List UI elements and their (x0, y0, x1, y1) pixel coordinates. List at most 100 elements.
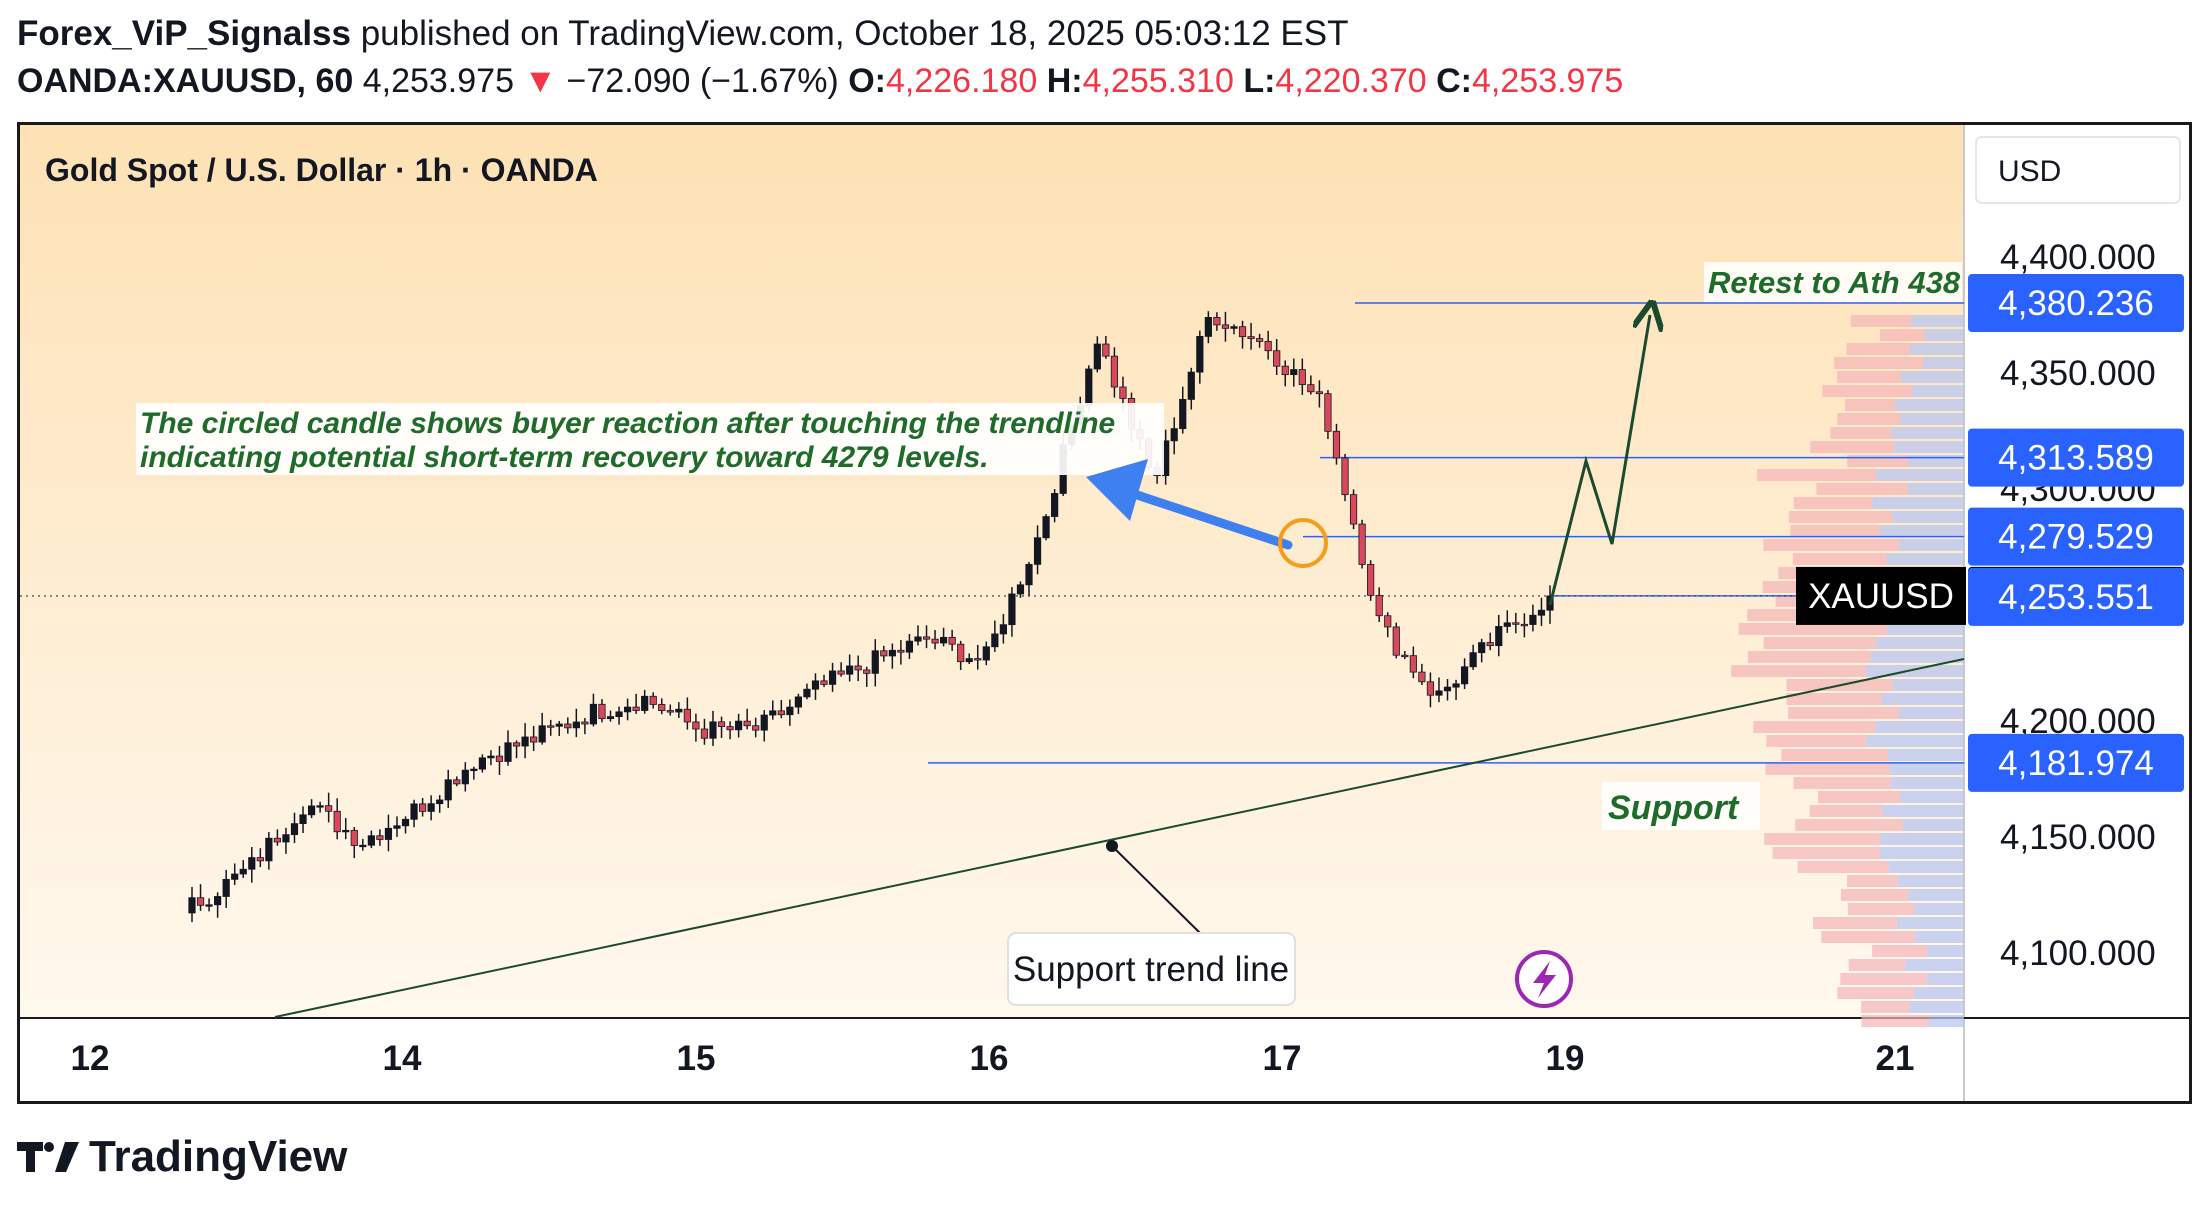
profile-bar (1926, 973, 1964, 985)
profile-bar (1928, 1015, 1964, 1027)
profile-bar (1889, 763, 1964, 775)
candle-body (760, 714, 768, 731)
candle (453, 776, 461, 787)
candle (1102, 336, 1110, 359)
candle (888, 643, 896, 669)
candle-body (470, 768, 478, 772)
profile-bar (1888, 861, 1964, 873)
candle (325, 792, 333, 823)
candle (1469, 644, 1477, 670)
candle (965, 653, 973, 665)
candle (1187, 367, 1195, 410)
candle (1426, 672, 1435, 708)
profile-bar (1865, 665, 1964, 677)
author-name[interactable]: Forex_ViP_Signalss (17, 14, 351, 53)
candle (367, 830, 375, 849)
candle (231, 863, 239, 885)
profile-bar (1872, 945, 1928, 957)
candle (1213, 312, 1221, 331)
profile-bar (1875, 721, 1964, 733)
candle (1537, 597, 1546, 626)
profile-bar (1913, 987, 1964, 999)
close-value: 4,253.975 (1472, 62, 1624, 100)
profile-bar (1788, 511, 1893, 523)
note-background (136, 403, 1164, 475)
candle-body (299, 814, 307, 825)
candle-body (649, 695, 657, 705)
candle-body (530, 736, 538, 743)
candle-body (991, 633, 999, 648)
projection-path[interactable] (1548, 315, 1650, 606)
candle-body (1110, 355, 1119, 388)
candle (641, 689, 649, 714)
candle-body (248, 857, 256, 870)
candle (436, 795, 444, 813)
profile-bar (1797, 861, 1889, 873)
candle (521, 723, 529, 759)
profile-bar (1747, 651, 1871, 663)
profile-bar (1922, 357, 1964, 369)
profile-bar (1914, 903, 1964, 915)
profile-bar (1894, 441, 1964, 453)
candle-body (982, 646, 990, 661)
profile-bar (1896, 917, 1964, 929)
profile-bar (1870, 651, 1964, 663)
tradingview-logo[interactable]: TradingView (17, 1132, 347, 1182)
candle-body (231, 873, 239, 880)
candle-body (709, 721, 717, 739)
profile-bar (1886, 623, 1964, 635)
candle (1033, 525, 1042, 575)
candle-body (1247, 336, 1255, 339)
candle (282, 827, 290, 854)
price-change: −72.090 (−1.67%) (566, 62, 839, 100)
candle (376, 829, 384, 846)
candle-body (1085, 368, 1093, 406)
profile-bar (1891, 427, 1964, 439)
profile-bar (1763, 539, 1899, 551)
profile-bar (1786, 693, 1882, 705)
candle-body (222, 878, 230, 897)
chart-canvas[interactable]: Gold Spot / U.S. Dollar · 1h · OANDA USD… (20, 125, 2189, 1101)
candle (1409, 646, 1417, 679)
down-arrow-icon: ▼ (523, 62, 558, 100)
currency-box[interactable] (1975, 136, 2181, 204)
candle-body (1384, 615, 1392, 628)
note-line-2: indicating potential short-term recovery… (140, 441, 989, 474)
candle-body (196, 897, 205, 906)
support-label-background (1602, 782, 1760, 830)
candle-body (1256, 338, 1264, 342)
candle (461, 762, 469, 792)
candle-body (256, 857, 264, 862)
candle (658, 698, 666, 715)
profile-bar (1830, 427, 1892, 439)
support-trend-line[interactable] (274, 658, 1965, 1018)
profile-bar (1881, 693, 1964, 705)
candle-body (1486, 642, 1494, 647)
candle (709, 710, 717, 746)
candle-body (897, 649, 905, 653)
candle (1093, 336, 1101, 373)
candle (700, 718, 709, 745)
trend-line-label-box[interactable] (1007, 932, 1296, 1006)
candle-body (1443, 686, 1452, 692)
candle (572, 708, 580, 738)
retest-label: Retest to Ath 438 (1708, 265, 1961, 300)
profile-bar (1907, 483, 1964, 495)
candle-body (1221, 324, 1230, 329)
candle-body (367, 835, 375, 846)
candle-body (376, 835, 384, 840)
candle-body (495, 755, 504, 762)
low-value: 4,220.370 (1275, 62, 1427, 100)
candle (1221, 311, 1230, 342)
candle (957, 640, 965, 671)
candle (974, 644, 982, 670)
candle (692, 713, 700, 742)
candle-body (273, 837, 282, 843)
chart-frame[interactable]: Gold Spot / U.S. Dollar · 1h · OANDA USD… (17, 122, 2192, 1104)
candle-body (786, 706, 794, 716)
candle-body (794, 696, 803, 708)
candle (1204, 311, 1212, 344)
profile-bar (1821, 931, 1916, 943)
candle-body (700, 728, 709, 739)
profile-bar (1895, 399, 1964, 411)
